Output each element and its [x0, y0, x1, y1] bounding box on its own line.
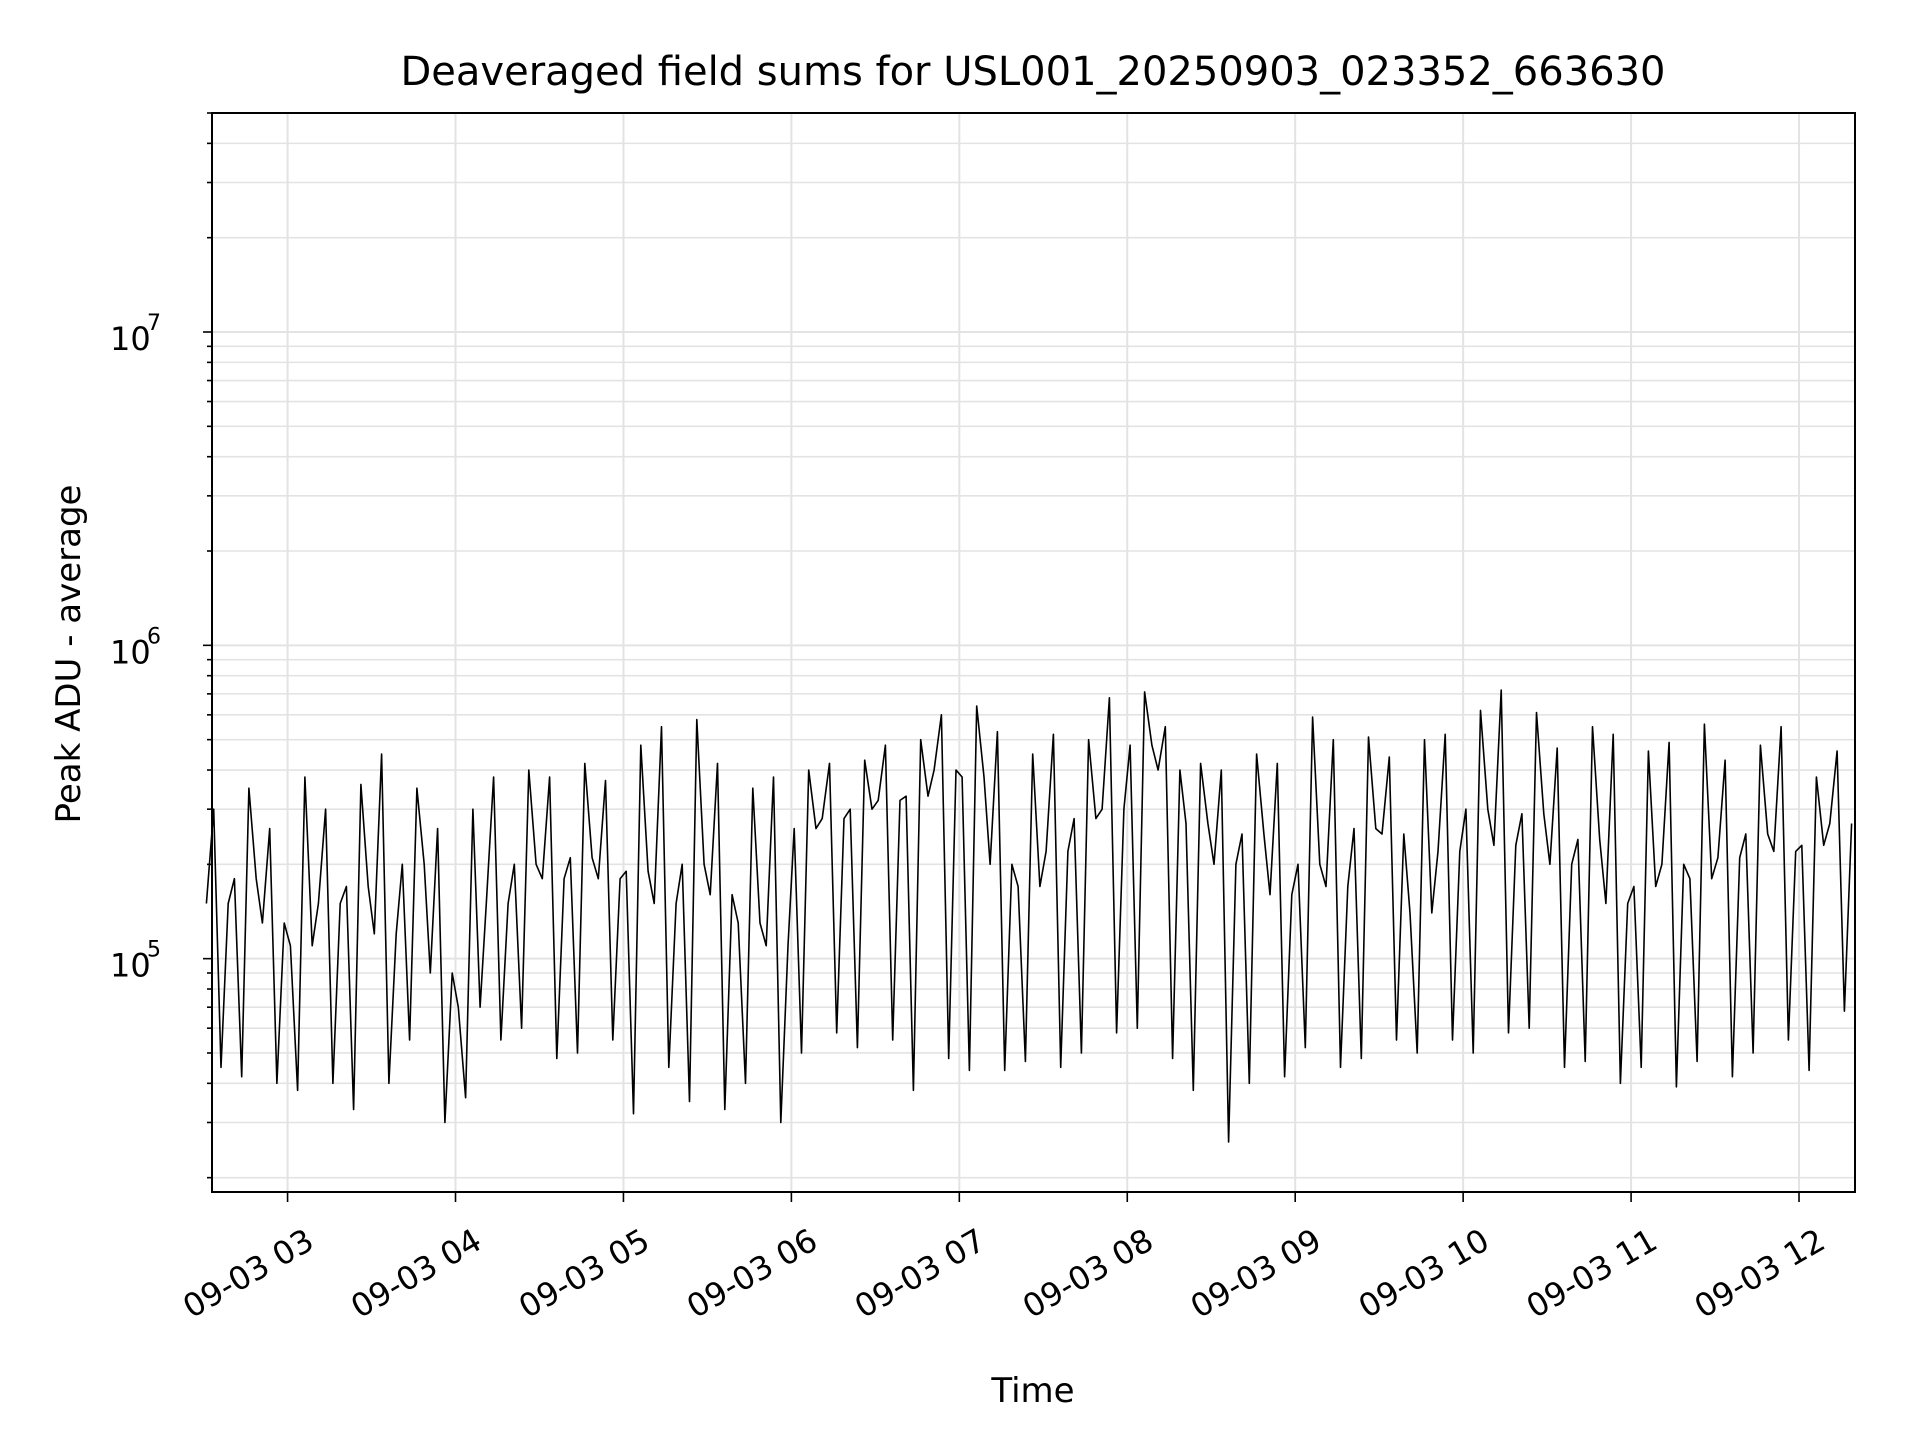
grid [212, 112, 1855, 1192]
plot-frame [211, 112, 1856, 1193]
y-axis-label: Peak ADU - average [49, 485, 89, 824]
y-tick-exponent: 6 [147, 624, 161, 649]
series-line [205, 689, 1853, 1143]
y-tick-label: 10 [110, 947, 151, 985]
y-tick-exponent: 5 [147, 938, 161, 963]
x-axis-label: Time [990, 1371, 1074, 1411]
y-tick-exponent: 7 [147, 311, 161, 336]
y-tick-label: 10 [110, 633, 151, 671]
y-tick-label: 10 [110, 320, 151, 358]
chart-title: Deaveraged field sums for USL001_2025090… [401, 49, 1666, 95]
data-series-path [205, 689, 1853, 1143]
